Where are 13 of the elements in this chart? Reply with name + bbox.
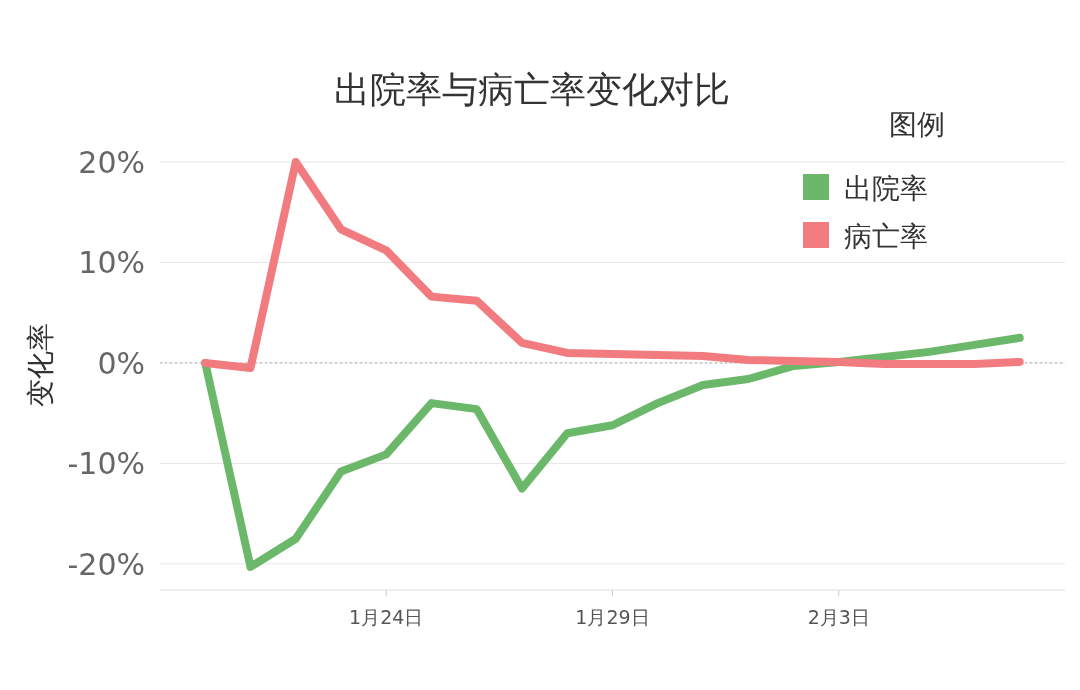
- legend-label: 出院率: [844, 172, 928, 205]
- y-tick-label: 10%: [78, 245, 145, 281]
- x-tick-label: 1月24日: [349, 606, 424, 628]
- chart-title: 出院率与病亡率变化对比: [334, 69, 730, 110]
- y-tick-label: -10%: [67, 446, 145, 482]
- legend-label: 病亡率: [844, 220, 928, 253]
- x-tick-label: 1月29日: [575, 606, 650, 628]
- y-tick-label: 0%: [97, 345, 145, 381]
- x-tick-label: 2月3日: [807, 606, 870, 628]
- y-tick-label: -20%: [67, 546, 145, 582]
- legend-title: 图例: [889, 108, 945, 141]
- y-axis-title: 变化率: [24, 323, 57, 407]
- y-tick-label: 20%: [78, 145, 145, 180]
